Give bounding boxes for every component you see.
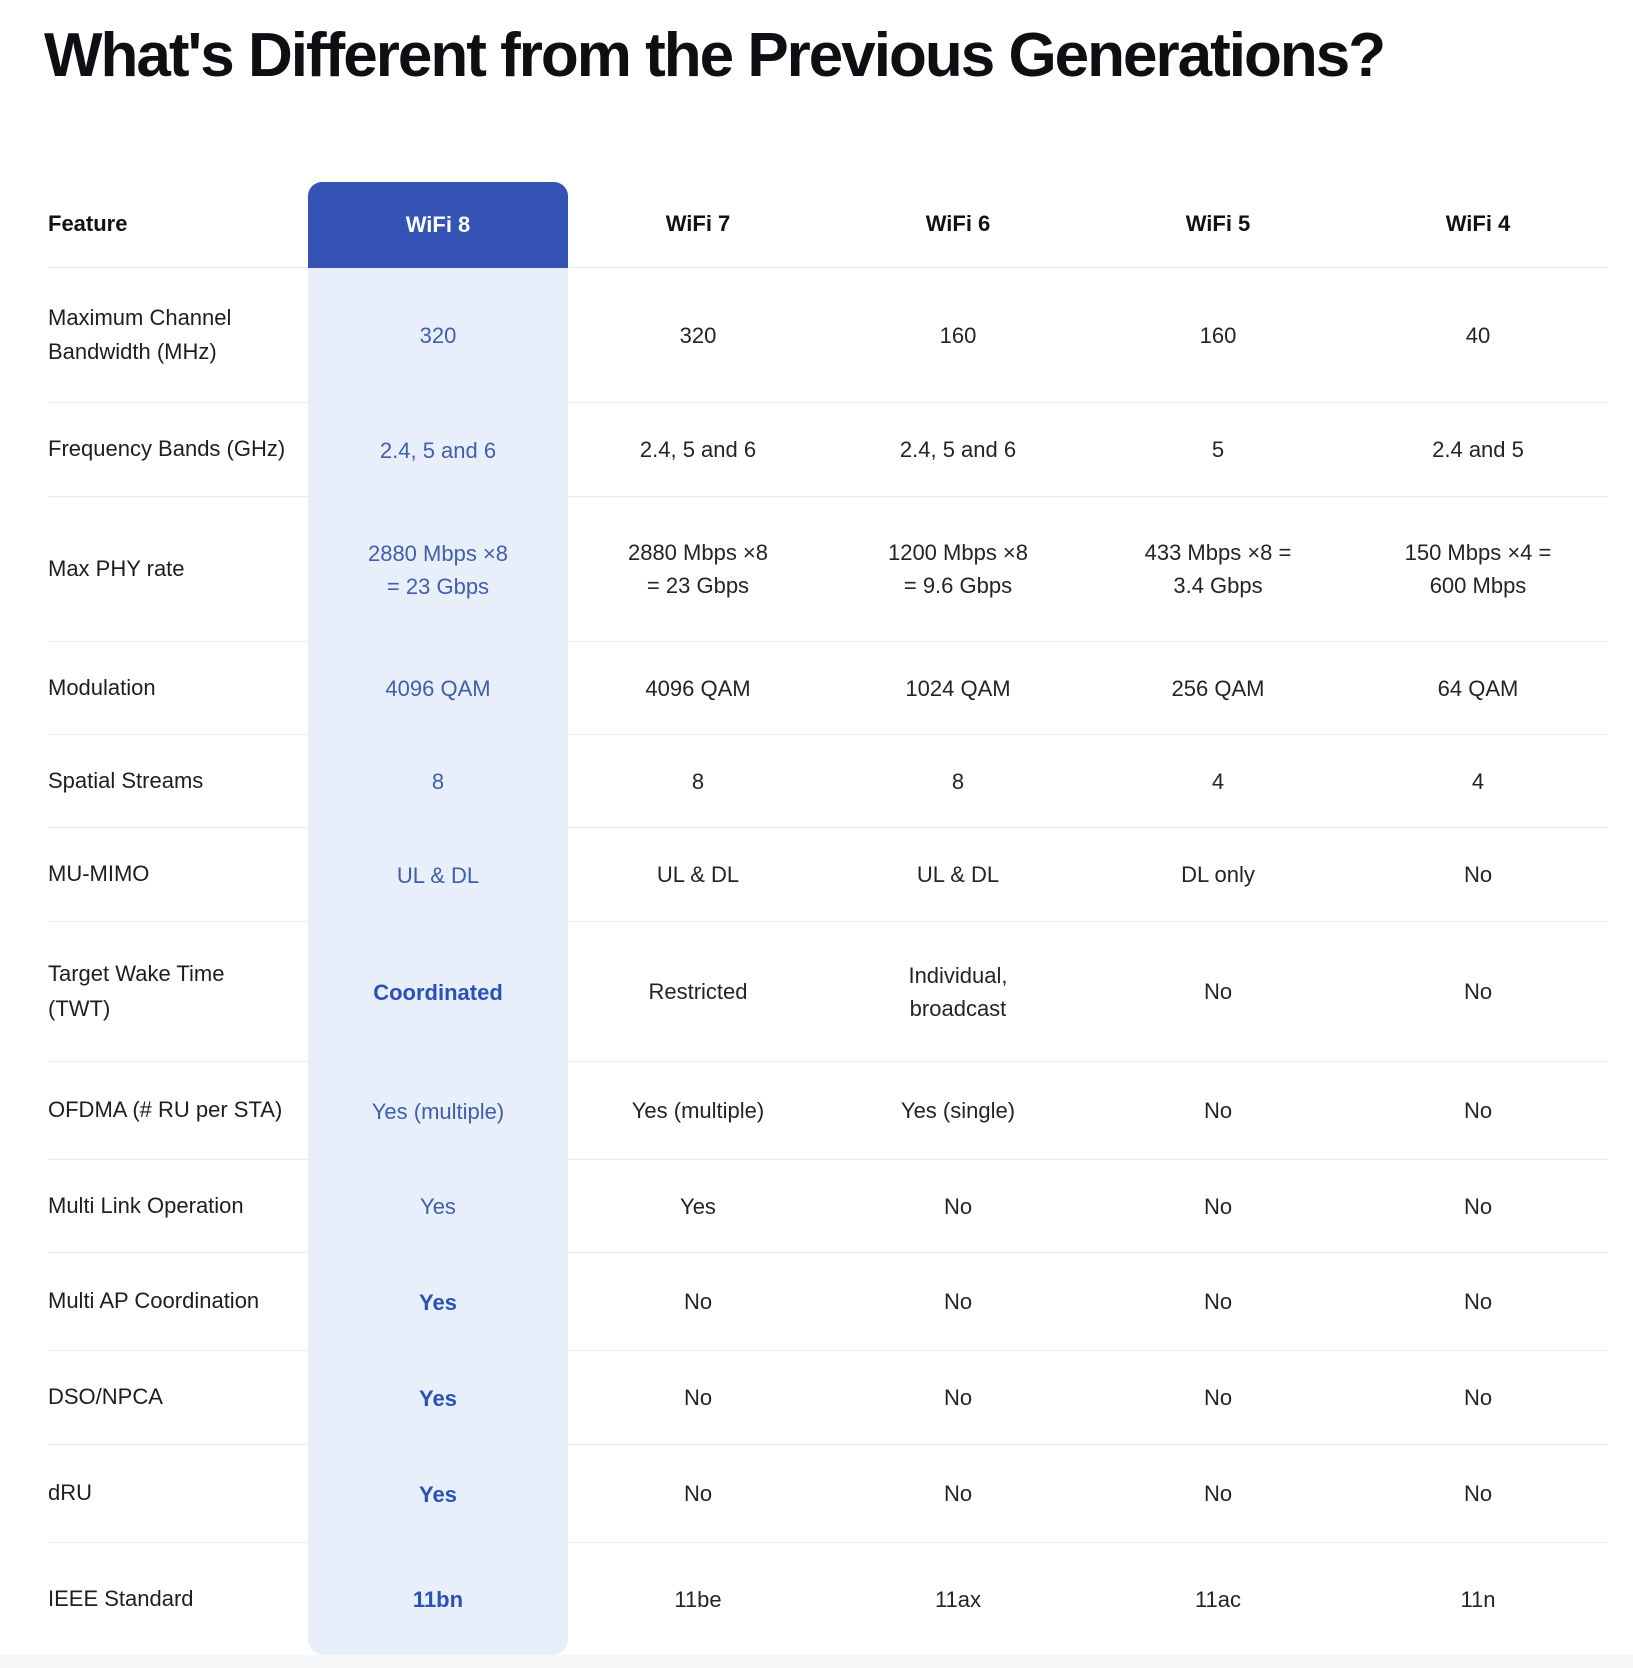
value-cell-wifi-4-ofdma-ru-per-sta: No xyxy=(1348,1062,1608,1160)
value-cell-wifi-7-ofdma-ru-per-sta: Yes (multiple) xyxy=(568,1062,828,1160)
value-cell-wifi-4-modulation: 64 QAM xyxy=(1348,642,1608,735)
value-cell-wifi-4-max-phy-rate: 150 Mbps ×4 = 600 Mbps xyxy=(1348,497,1608,642)
value-cell-wifi-6-ofdma-ru-per-sta: Yes (single) xyxy=(828,1062,1088,1160)
value-cell-wifi-5-multi-ap-coordination: No xyxy=(1088,1253,1348,1351)
value-cell-wifi-5-target-wake-time-twt: No xyxy=(1088,922,1348,1062)
value-cell-wifi-7-modulation: 4096 QAM xyxy=(568,642,828,735)
value-cell-wifi-6-dru: No xyxy=(828,1445,1088,1543)
feature-label-dso-npca: DSO/NPCA xyxy=(48,1351,308,1445)
value-cell-wifi-4-multi-link-operation: No xyxy=(1348,1160,1608,1253)
value-cell-wifi-6-dso-npca: No xyxy=(828,1351,1088,1445)
value-cell-wifi-7-dso-npca: No xyxy=(568,1351,828,1445)
value-cell-wifi-8-multi-link-operation: Yes xyxy=(308,1160,568,1253)
value-cell-wifi-7-mu-mimo: UL & DL xyxy=(568,828,828,922)
feature-label-ofdma-ru-per-sta: OFDMA (# RU per STA) xyxy=(48,1062,308,1160)
header-cell-wifi-7: WiFi 7 xyxy=(568,182,828,268)
feature-label-dru: dRU xyxy=(48,1445,308,1543)
value-cell-wifi-5-maximum-channel-bandwidth-mhz: 160 xyxy=(1088,268,1348,403)
value-cell-wifi-4-frequency-bands-ghz: 2.4 and 5 xyxy=(1348,403,1608,497)
value-cell-wifi-8-dru: Yes xyxy=(308,1445,568,1543)
value-cell-wifi-5-multi-link-operation: No xyxy=(1088,1160,1348,1253)
value-cell-wifi-4-multi-ap-coordination: No xyxy=(1348,1253,1608,1351)
value-cell-wifi-4-dru: No xyxy=(1348,1445,1608,1543)
feature-label-spatial-streams: Spatial Streams xyxy=(48,735,308,828)
value-cell-wifi-7-max-phy-rate: 2880 Mbps ×8 = 23 Gbps xyxy=(568,497,828,642)
value-cell-wifi-4-maximum-channel-bandwidth-mhz: 40 xyxy=(1348,268,1608,403)
value-cell-wifi-7-target-wake-time-twt: Restricted xyxy=(568,922,828,1062)
value-cell-wifi-8-multi-ap-coordination: Yes xyxy=(308,1253,568,1351)
value-cell-wifi-6-multi-link-operation: No xyxy=(828,1160,1088,1253)
value-cell-wifi-6-target-wake-time-twt: Individual, broadcast xyxy=(828,922,1088,1062)
value-cell-wifi-8-dso-npca: Yes xyxy=(308,1351,568,1445)
value-cell-wifi-8-frequency-bands-ghz: 2.4, 5 and 6 xyxy=(308,403,568,497)
header-cell-wifi-8: WiFi 8 xyxy=(308,182,568,268)
value-cell-wifi-5-dso-npca: No xyxy=(1088,1351,1348,1445)
value-cell-wifi-8-mu-mimo: UL & DL xyxy=(308,828,568,922)
value-cell-wifi-8-ieee-standard: 11bn xyxy=(308,1543,568,1655)
value-cell-wifi-4-spatial-streams: 4 xyxy=(1348,735,1608,828)
next-section-edge xyxy=(0,1655,1633,1668)
value-cell-wifi-5-mu-mimo: DL only xyxy=(1088,828,1348,922)
value-cell-wifi-5-spatial-streams: 4 xyxy=(1088,735,1348,828)
page-title: What's Different from the Previous Gener… xyxy=(44,21,1386,90)
value-cell-wifi-8-maximum-channel-bandwidth-mhz: 320 xyxy=(308,268,568,403)
value-cell-wifi-6-frequency-bands-ghz: 2.4, 5 and 6 xyxy=(828,403,1088,497)
value-cell-wifi-8-spatial-streams: 8 xyxy=(308,735,568,828)
value-cell-wifi-7-multi-ap-coordination: No xyxy=(568,1253,828,1351)
value-cell-wifi-8-ofdma-ru-per-sta: Yes (multiple) xyxy=(308,1062,568,1160)
value-cell-wifi-5-ieee-standard: 11ac xyxy=(1194,1586,1242,1612)
value-cell-wifi-8-max-phy-rate: 2880 Mbps ×8 = 23 Gbps xyxy=(308,497,568,642)
value-cell-wifi-6-mu-mimo: UL & DL xyxy=(828,828,1088,922)
value-cell-wifi-4-dso-npca: No xyxy=(1348,1351,1608,1445)
value-cell-wifi-6-maximum-channel-bandwidth-mhz: 160 xyxy=(828,268,1088,403)
feature-label-frequency-bands-ghz: Frequency Bands (GHz) xyxy=(48,403,308,497)
value-cell-wifi-6-modulation: 1024 QAM xyxy=(828,642,1088,735)
feature-label-multi-link-operation: Multi Link Operation xyxy=(48,1160,308,1253)
value-cell-wifi-7-ieee-standard: 11be xyxy=(674,1586,722,1612)
value-cell-wifi-5-frequency-bands-ghz: 5 xyxy=(1088,403,1348,497)
value-cell-wifi-7-spatial-streams: 8 xyxy=(568,735,828,828)
feature-label-max-phy-rate: Max PHY rate xyxy=(48,497,308,642)
header-cell-feature: Feature xyxy=(48,182,308,268)
value-cell-wifi-6-max-phy-rate: 1200 Mbps ×8 = 9.6 Gbps xyxy=(828,497,1088,642)
header-cell-wifi-4: WiFi 4 xyxy=(1348,182,1608,268)
value-cell-wifi-7-dru: No xyxy=(568,1445,828,1543)
feature-label-mu-mimo: MU-MIMO xyxy=(48,828,308,922)
value-cell-wifi-7-frequency-bands-ghz: 2.4, 5 and 6 xyxy=(568,403,828,497)
value-cell-wifi-4-mu-mimo: No xyxy=(1348,828,1608,922)
value-cell-wifi-4-target-wake-time-twt: No xyxy=(1348,922,1608,1062)
value-cell-wifi-8-target-wake-time-twt: Coordinated xyxy=(308,922,568,1062)
value-cell-wifi-5-dru: No xyxy=(1088,1445,1348,1543)
value-cell-wifi-4-ieee-standard: 11n xyxy=(1460,1586,1496,1612)
value-cell-wifi-7-maximum-channel-bandwidth-mhz: 320 xyxy=(568,268,828,403)
header-cell-wifi-5: WiFi 5 xyxy=(1088,182,1348,268)
feature-label-multi-ap-coordination: Multi AP Coordination xyxy=(48,1253,308,1351)
value-cell-wifi-5-modulation: 256 QAM xyxy=(1088,642,1348,735)
value-cell-wifi-7-multi-link-operation: Yes xyxy=(568,1160,828,1253)
comparison-table: Feature WiFi 8 WiFi 7 WiFi 6 WiFi 5 WiFi 4 Max… xyxy=(48,182,1608,1655)
value-cell-wifi-6-spatial-streams: 8 xyxy=(828,735,1088,828)
header-cell-wifi-6: WiFi 6 xyxy=(828,182,1088,268)
feature-label-modulation: Modulation xyxy=(48,642,308,735)
value-cell-wifi-6-ieee-standard: 11ax xyxy=(934,1586,982,1612)
value-cell-wifi-6-multi-ap-coordination: No xyxy=(828,1253,1088,1351)
value-cell-wifi-8-modulation: 4096 QAM xyxy=(308,642,568,735)
value-cell-wifi-5-ofdma-ru-per-sta: No xyxy=(1088,1062,1348,1160)
feature-label-ieee-standard: IEEE Standard xyxy=(48,1585,194,1611)
feature-label-maximum-channel-bandwidth-mhz: Maximum Channel Bandwidth (MHz) xyxy=(48,268,308,403)
feature-label-target-wake-time-twt: Target Wake Time (TWT) xyxy=(48,922,308,1062)
value-cell-wifi-5-max-phy-rate: 433 Mbps ×8 = 3.4 Gbps xyxy=(1088,497,1348,642)
